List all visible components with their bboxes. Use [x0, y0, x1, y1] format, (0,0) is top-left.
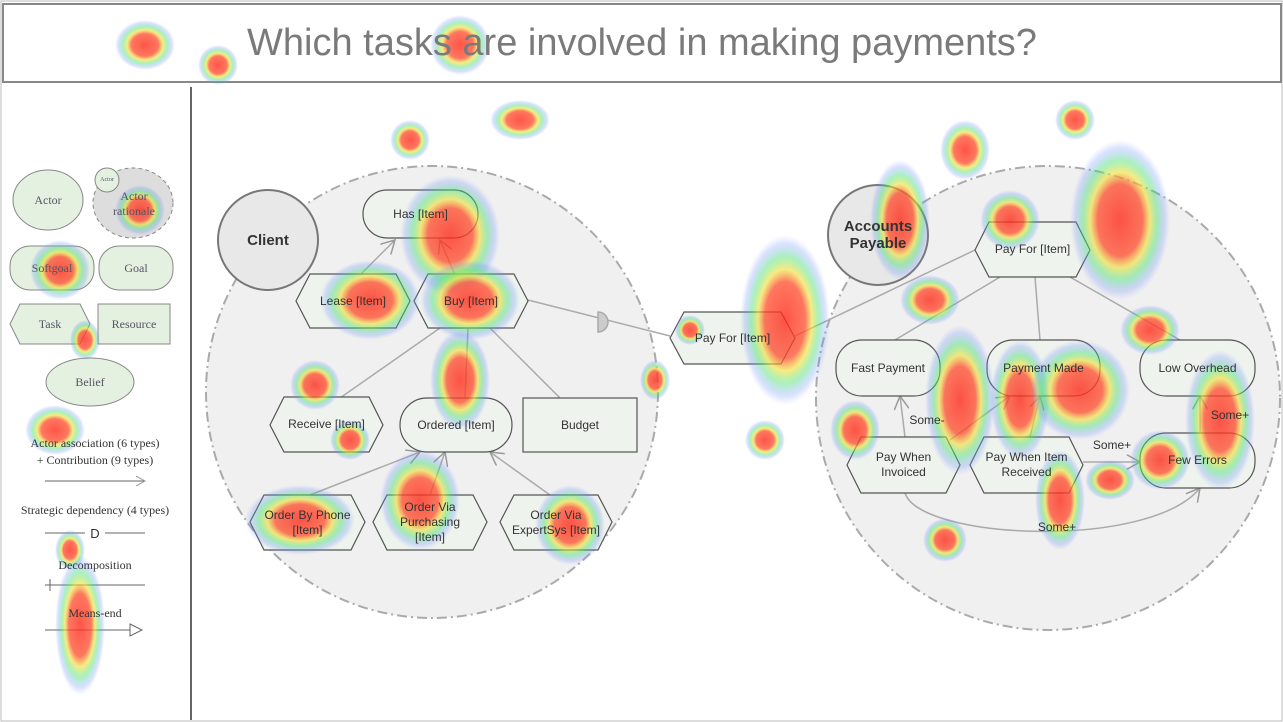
legend-item: Actor	[34, 192, 62, 207]
legend-link: Means-end	[68, 605, 122, 620]
node: Ordered [Item]	[417, 417, 495, 432]
contribution-label: Some+	[1092, 437, 1132, 452]
dependum: Pay For [Item]	[694, 330, 771, 345]
legend-item: Goal	[124, 260, 148, 275]
node: Has [Item]	[393, 206, 448, 221]
node: Fast Payment	[850, 360, 926, 375]
contribution-label: Some-	[909, 412, 945, 427]
actor-name: Accounts Payable	[843, 218, 913, 252]
title: Which tasks are involved in making payme…	[247, 21, 1037, 64]
contribution-label: Some+	[1210, 407, 1250, 422]
node: Order Via Purchasing [Item]	[399, 500, 461, 544]
heatmap	[25, 15, 1255, 695]
node: Order By Phone [Item]	[264, 507, 351, 537]
node: Few Errors	[1168, 453, 1227, 467]
legend-item: Actor rationale	[113, 189, 155, 218]
client-actor	[217, 189, 319, 291]
node: Receive [Item]	[288, 417, 365, 431]
node: Budget	[560, 417, 600, 432]
node: Pay When Invoiced	[875, 450, 932, 479]
node: Pay When Item Received	[985, 450, 1068, 479]
legend-item: Belief	[75, 374, 105, 389]
node: Low Overhead	[1158, 360, 1237, 375]
node: Pay For [Item]	[994, 242, 1071, 256]
actor-name: Client	[247, 231, 289, 249]
node: Payment Made	[1003, 360, 1084, 375]
legend-item: Resource	[111, 316, 157, 331]
node: Order Via ExpertSys [Item]	[511, 507, 601, 537]
legend-link: + Contribution (9 types)	[36, 452, 154, 467]
legend-link: Decomposition	[58, 557, 132, 572]
legend-link: D	[85, 525, 105, 541]
node: Lease [Item]	[319, 293, 387, 308]
legend-item: Softgoal	[31, 260, 73, 275]
legend-item: Actor	[100, 176, 114, 183]
contribution-label: Some+	[1037, 519, 1077, 534]
legend-link: Actor association (6 types)	[30, 435, 160, 450]
legend-link: Strategic dependency (4 types)	[20, 502, 170, 517]
node: Buy [Item]	[443, 293, 499, 308]
legend-item: Task	[38, 316, 62, 331]
